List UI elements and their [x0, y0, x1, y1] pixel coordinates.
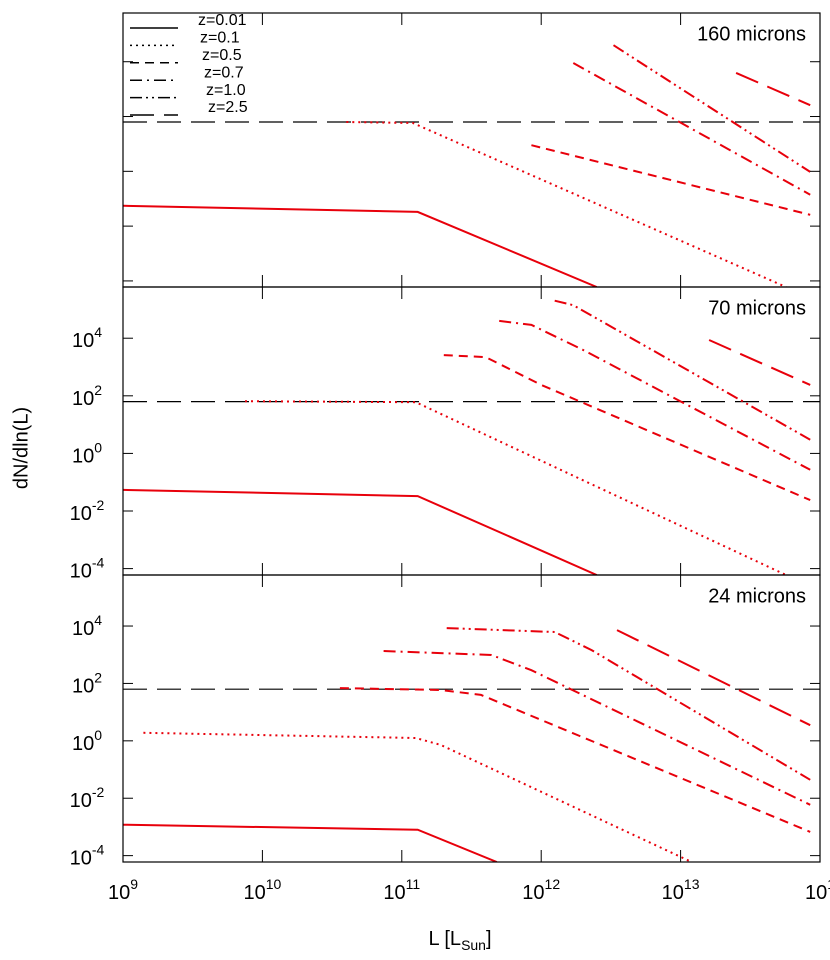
legend-label: z=0.5	[202, 47, 242, 64]
x-tick-label-exp: 11	[406, 876, 421, 892]
y-tick-label-exp: -4	[92, 554, 105, 570]
y-tick-label-base: 10	[70, 848, 92, 870]
x-tick-label-base: 10	[108, 882, 130, 904]
x-tick-label: 1011	[383, 876, 420, 905]
x-tick-label-base: 10	[805, 882, 827, 904]
x-tick-label: 1013	[662, 876, 700, 905]
y-tick-label-exp: 4	[94, 324, 102, 340]
x-tick-label-base: 10	[383, 882, 405, 904]
x-axis-label-tail: ]	[486, 928, 492, 950]
y-tick-label-base: 10	[70, 503, 92, 525]
y-tick-label: 104	[72, 612, 102, 641]
panel-annotation: 160 microns	[697, 23, 806, 45]
y-tick-label-exp: -2	[92, 784, 105, 800]
x-tick-label-exp: 9	[130, 876, 138, 892]
series-line	[339, 687, 811, 833]
y-tick-label-base: 10	[70, 561, 92, 583]
x-tick-label-base: 10	[522, 882, 544, 904]
y-tick-label-base: 10	[72, 618, 94, 640]
x-tick-label: 1012	[522, 876, 560, 905]
plot-area	[123, 299, 820, 575]
x-axis-label: L [LSun]	[428, 928, 491, 952]
series-line	[123, 488, 598, 575]
y-tick-label: 10-4	[70, 841, 105, 870]
y-tick-label: 100	[72, 439, 102, 468]
y-tick-label-base: 10	[72, 676, 94, 698]
legend-label: z=0.1	[200, 30, 240, 47]
y-tick-label: 102	[72, 669, 102, 698]
y-tick-label-exp: 2	[94, 669, 102, 685]
legend-label: z=0.7	[204, 64, 244, 81]
series-line	[123, 204, 598, 287]
panel-frame	[122, 574, 821, 863]
y-tick-label: 100	[72, 727, 102, 756]
y-tick-label-exp: 0	[94, 727, 102, 743]
y-tick-label-base: 10	[70, 791, 92, 813]
series-line	[244, 400, 787, 575]
x-tick-label-base: 10	[662, 882, 684, 904]
series-line	[499, 319, 811, 471]
legend-label: z=2.5	[208, 99, 248, 116]
series-line	[443, 354, 811, 502]
series-line	[123, 823, 498, 862]
x-axis-label-sub: Sun	[461, 937, 486, 953]
legend-label: z=1.0	[206, 82, 246, 99]
y-tick-label-exp: 2	[94, 382, 102, 398]
y-tick-label-base: 10	[72, 330, 94, 352]
y-tick-label: 10-2	[70, 497, 105, 526]
series-line	[735, 71, 811, 107]
y-tick-label-base: 10	[72, 733, 94, 755]
y-axis-label: dN/dln(L)	[10, 407, 32, 489]
y-tick-label-base: 10	[72, 446, 94, 468]
x-axis-label-text: L [L	[428, 928, 461, 950]
legend-label: z=0.01	[198, 12, 247, 29]
series-line	[346, 121, 787, 287]
x-tick-label: 1010	[243, 876, 281, 905]
y-tick-label: 10-4	[70, 554, 105, 583]
x-tick-label: 109	[108, 876, 138, 905]
series-line	[708, 339, 811, 386]
y-tick-label-base: 10	[72, 388, 94, 410]
y-tick-label: 102	[72, 382, 102, 411]
x-tick-label-exp: 13	[684, 876, 700, 892]
series-line	[612, 44, 811, 173]
x-tick-label-base: 10	[243, 882, 265, 904]
x-tick-label-exp: 1	[827, 876, 830, 892]
plot-area	[123, 44, 820, 287]
y-tick-label-exp: -4	[92, 841, 105, 857]
plot-area	[123, 627, 820, 862]
panel-frame	[122, 286, 821, 576]
x-tick-label: 101	[805, 876, 830, 905]
series-line	[446, 627, 811, 781]
series-line	[531, 144, 811, 216]
x-tick-label-exp: 12	[545, 876, 561, 892]
panel-annotation: 70 microns	[708, 297, 806, 319]
series-line	[143, 731, 693, 862]
series-line	[554, 299, 811, 441]
series-line	[572, 62, 811, 196]
x-tick-label-exp: 10	[266, 876, 282, 892]
panel-annotation: 24 microns	[708, 585, 806, 607]
y-tick-label-exp: 4	[94, 612, 102, 628]
y-tick-label: 10-2	[70, 784, 105, 813]
y-tick-label: 104	[72, 324, 102, 353]
series-line	[616, 629, 811, 727]
series-line	[383, 650, 811, 806]
y-tick-label-exp: 0	[94, 439, 102, 455]
y-tick-label-exp: -2	[92, 497, 105, 513]
